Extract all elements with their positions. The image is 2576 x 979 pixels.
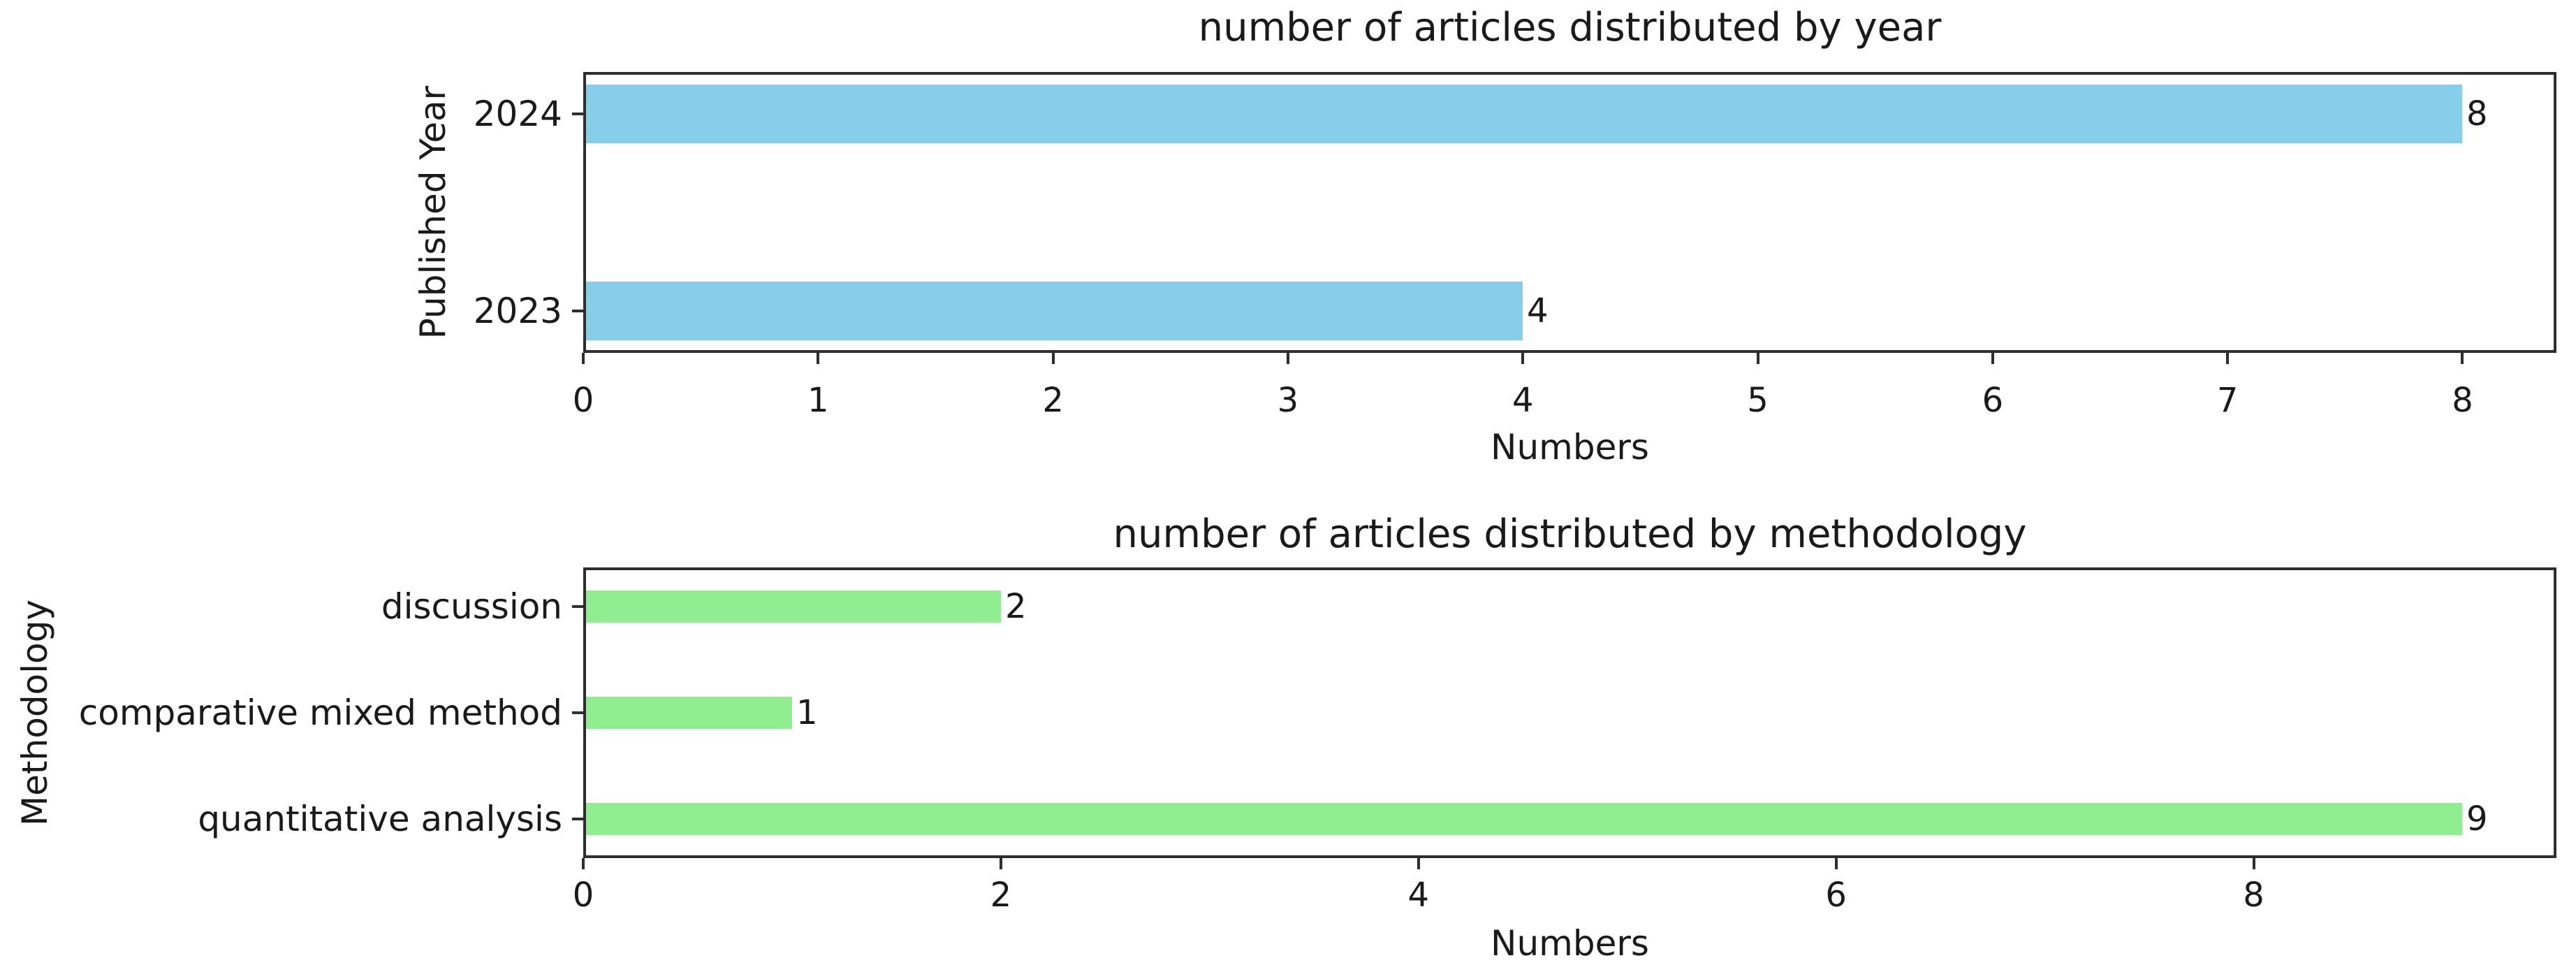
x-tick-mark — [1521, 353, 1525, 364]
bar — [586, 697, 792, 729]
x-tick-mark — [582, 353, 585, 364]
x-tick-label: 7 — [2216, 381, 2239, 420]
chart-title: number of articles distributed by method… — [1113, 512, 2027, 557]
category-label: 2023 — [473, 290, 562, 331]
x-tick-mark — [1051, 353, 1055, 364]
x-tick-label: 8 — [2452, 381, 2473, 420]
x-tick-mark — [2461, 353, 2464, 364]
x-tick-mark — [1991, 353, 1994, 364]
bar — [586, 802, 2462, 835]
category-label: 2024 — [473, 94, 562, 135]
x-tick-label: 4 — [1512, 381, 1534, 420]
x-tick-label: 2 — [1042, 381, 1064, 420]
x-tick-mark — [582, 858, 585, 869]
x-axis-label: Numbers — [1491, 923, 1649, 964]
y-tick-mark — [572, 711, 583, 714]
category-label: discussion — [381, 586, 562, 628]
chart-title: number of articles distributed by year — [1198, 5, 1942, 50]
x-axis-label: Numbers — [1491, 427, 1649, 467]
x-tick-label: 6 — [1982, 381, 2004, 420]
x-tick-label: 6 — [1825, 876, 1847, 915]
x-tick-mark — [1756, 353, 1759, 364]
x-tick-label: 3 — [1277, 381, 1299, 420]
x-tick-mark — [1417, 858, 1420, 869]
x-tick-label: 4 — [1407, 876, 1430, 915]
bar-value-label: 9 — [2466, 799, 2488, 839]
x-tick-label: 8 — [2243, 876, 2264, 915]
bar-value-label: 1 — [796, 693, 818, 732]
x-tick-mark — [1834, 858, 1838, 869]
bar-value-label: 8 — [2466, 94, 2488, 134]
x-tick-label: 2 — [990, 876, 1012, 915]
bar-value-label: 2 — [1005, 587, 1027, 627]
x-tick-label: 0 — [572, 381, 594, 420]
category-label: comparative mixed method — [78, 692, 562, 733]
x-tick-label: 1 — [807, 381, 829, 420]
y-tick-mark — [572, 605, 583, 609]
bar — [586, 281, 1523, 340]
bar-value-label: 4 — [1527, 291, 1549, 331]
x-tick-label: 5 — [1747, 381, 1769, 420]
y-tick-mark — [572, 309, 583, 312]
x-tick-mark — [2252, 858, 2255, 869]
x-tick-mark — [1286, 353, 1289, 364]
bar — [586, 85, 2462, 144]
bar — [586, 590, 1001, 623]
x-tick-mark — [999, 858, 1002, 869]
x-tick-mark — [2226, 353, 2230, 364]
x-tick-label: 0 — [572, 876, 594, 915]
y-tick-mark — [572, 817, 583, 820]
category-label: quantitative analysis — [198, 798, 562, 839]
x-tick-mark — [817, 353, 820, 364]
y-tick-mark — [572, 113, 583, 116]
